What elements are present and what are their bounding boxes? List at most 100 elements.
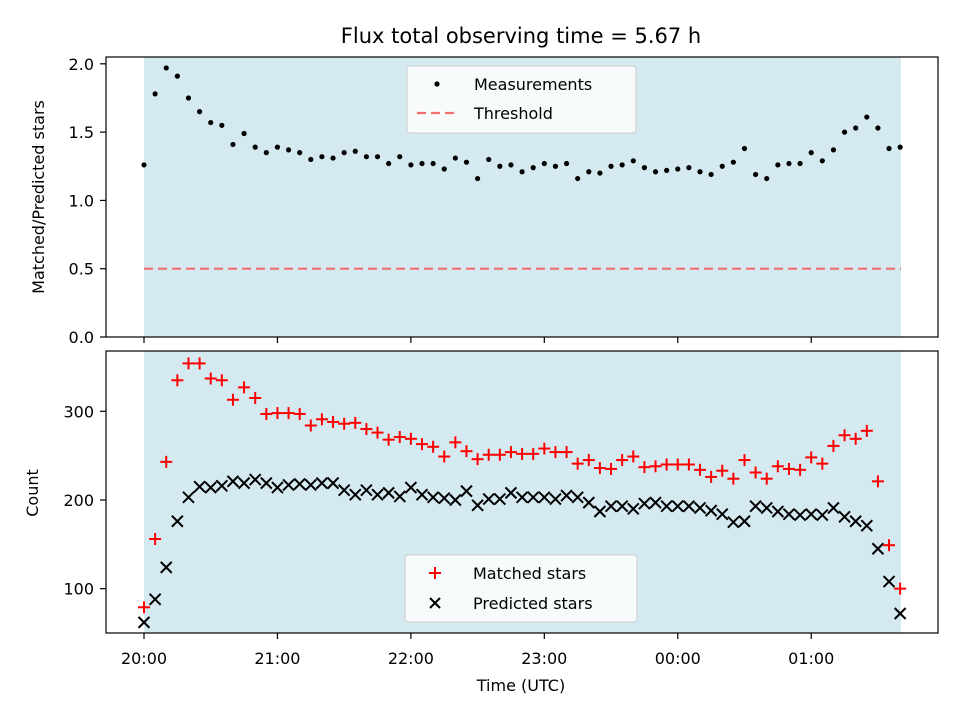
predicted-legend-marker [429, 597, 441, 609]
matched-star-point [349, 416, 362, 429]
measurement-point [830, 147, 837, 153]
predicted-star-point [271, 481, 284, 494]
measurement-point [374, 154, 381, 160]
predicted-star-point [716, 507, 729, 521]
predicted-star-point [560, 489, 573, 502]
measurement-point [797, 160, 803, 167]
matched-star-point [749, 466, 762, 479]
measurement-point [875, 125, 881, 131]
predicted-star-point [571, 491, 584, 504]
matched-star-point [260, 407, 273, 420]
time-x-tick-label: 00:00 [655, 649, 701, 668]
predicted-star-point [604, 499, 618, 513]
measurement-point [608, 163, 614, 169]
predicted-star-point [682, 499, 696, 513]
legend-measurements: Measurements [474, 75, 592, 94]
measurement-point [475, 175, 481, 182]
ratio-y-axis-ticks: 0.0 0.5 1.0 1.5 2.0 [69, 55, 106, 347]
measurement-point [597, 170, 603, 176]
matched-star-point [315, 413, 328, 426]
matched-star-point [671, 458, 684, 471]
matched-star-point [160, 455, 173, 468]
predicted-star-point [582, 496, 596, 509]
measurement-point [174, 73, 180, 79]
predicted-star-point [393, 490, 406, 503]
measurement-point [486, 156, 492, 163]
time-x-tick-label: 23:00 [521, 649, 567, 668]
predicted-star-point [793, 508, 807, 522]
matched-star-point [805, 451, 818, 464]
predicted-star-point [804, 507, 818, 521]
predicted-star-point [704, 504, 718, 517]
matched-star-point [760, 472, 773, 485]
measurement-point [886, 145, 892, 152]
predicted-star-point [638, 497, 651, 510]
predicted-star-point [426, 491, 440, 504]
predicted-star-point [526, 491, 540, 504]
measurement-point [508, 162, 514, 168]
matched-star-point [816, 457, 829, 470]
predicted-star-point [304, 478, 318, 492]
matched-star-point [827, 439, 840, 452]
legend-threshold: Threshold [473, 104, 553, 123]
measurement-point [141, 162, 147, 168]
matched-star-point [582, 454, 595, 467]
predicted-star-point [171, 515, 184, 528]
matched-star-point [705, 470, 718, 483]
measurement-point [297, 150, 303, 156]
measurement-point [274, 144, 281, 150]
matched-star-point [638, 461, 651, 474]
time-x-axis-ticks: 20:00 21:00 22:00 23:00 00:00 01:00 [121, 633, 834, 668]
matched-star-point [293, 407, 306, 420]
measurement-point [419, 160, 425, 167]
measurement-point [208, 119, 214, 126]
matched-star-point [138, 601, 150, 614]
time-x-tick-label: 21:00 [254, 649, 300, 668]
measurement-point [552, 163, 559, 169]
matched-star-point [438, 450, 451, 463]
matched-star-point [238, 381, 251, 394]
legend-predicted-stars: Predicted stars [473, 594, 593, 613]
matched-star-point [771, 460, 784, 473]
predicted-star-point [260, 476, 273, 490]
count-plot-frame [105, 350, 939, 634]
ratio-y-tick-label: 0.0 [69, 328, 94, 347]
matched-star-point [694, 463, 706, 476]
matched-star-point [794, 463, 807, 476]
matched-star-point [560, 446, 573, 459]
measurement-point [764, 175, 770, 182]
measurement-point [163, 65, 169, 71]
predicted-star-point [449, 493, 462, 507]
matched-star-point [193, 357, 206, 370]
measurement-point [152, 91, 158, 97]
predicted-star-point [782, 507, 796, 521]
matched-star-point [571, 457, 584, 470]
predicted-star-point [771, 505, 785, 518]
predicted-star-point [349, 488, 362, 501]
ratio-legend-box [406, 65, 637, 134]
predicted-star-point [749, 499, 762, 513]
measurement-point [285, 147, 292, 153]
measurement-point [575, 175, 581, 182]
matched-star-point [460, 445, 473, 458]
measurement-point [897, 144, 903, 150]
count-y-axis-label: Count [23, 469, 42, 517]
matched-star-point [327, 415, 340, 428]
predicted-star-point [293, 477, 306, 491]
matched-star-point [516, 447, 529, 460]
measurement-point [241, 130, 247, 137]
matched-star-point [382, 433, 395, 446]
measurement-point [864, 114, 870, 120]
measurement-point [252, 144, 258, 150]
ratio-y-axis-label: Matched/Predicted stars [29, 100, 48, 294]
ratio-panel: 0.00.51.01.52.0 Matched/Predicted stars … [29, 55, 939, 347]
matched-star-point [627, 450, 640, 463]
legend-matched-stars: Matched stars [473, 564, 586, 583]
count-panel: 100 200 300 20:00 21:00 22:00 23:00 00:00 01:00… [23, 350, 939, 695]
count-legend: Matched stars Predicted stars [404, 554, 638, 623]
measurement-point [775, 162, 781, 168]
predicted-star-point [204, 481, 217, 494]
predicted-star-point [215, 479, 229, 492]
predicted-star-point [549, 492, 562, 506]
